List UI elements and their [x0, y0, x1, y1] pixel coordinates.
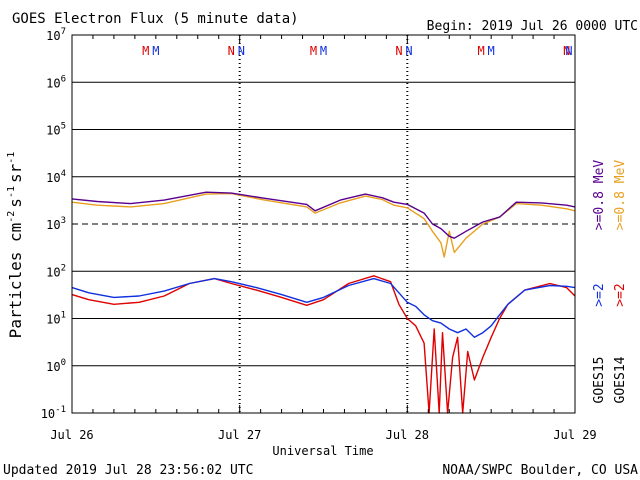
series-line-0: [71, 192, 576, 258]
series-line-3: [71, 277, 576, 338]
right-legend: >=0.8 MeV >=0.8 MeV >=2 >=2 GOES14 GOES15: [592, 160, 628, 404]
right-label: >=2: [613, 283, 628, 306]
y-tick-label: 106: [46, 74, 66, 90]
marker-label: M: [310, 44, 317, 58]
y-tick-label: 107: [46, 27, 66, 43]
right-label: GOES15: [592, 357, 607, 404]
marker-label: N: [563, 44, 570, 58]
x-axis-label: Universal Time: [272, 444, 373, 458]
right-label: >=0.8 MeV: [613, 160, 628, 231]
series-line-2: [71, 275, 576, 414]
marker-label: N: [395, 44, 402, 58]
footer-credit: NOAA/SWPC Boulder, CO USA: [442, 463, 638, 478]
right-label: GOES14: [613, 356, 628, 403]
grid-layer: [72, 35, 575, 413]
y-tick-label: 10-1: [41, 405, 66, 421]
series-line-1: [71, 191, 576, 239]
plot-frame: [71, 34, 576, 414]
marker-label: N: [238, 44, 245, 58]
marker-label: M: [477, 44, 484, 58]
right-label: >=0.8 MeV: [592, 160, 607, 231]
right-label: >=2: [592, 283, 607, 306]
marker-label: N: [228, 44, 235, 58]
y-tick-label: 104: [46, 169, 66, 185]
y-tick-label: 102: [46, 263, 66, 279]
y-axis-label: Particles cm-2s-1sr-1: [6, 152, 25, 339]
series-layer: [71, 191, 576, 414]
marker-label: M: [488, 44, 495, 58]
marker-label: M: [320, 44, 327, 58]
y-tick-label: 101: [46, 311, 66, 327]
begin-label: Begin: 2019 Jul 26 0000 UTC: [427, 19, 638, 34]
marker-label: N: [565, 44, 572, 58]
x-tick-label: Jul 28: [386, 428, 429, 442]
marker-label: M: [142, 44, 149, 58]
x-tick-label: Jul 27: [218, 428, 261, 442]
x-tick-label: Jul 29: [553, 428, 596, 442]
marker-label: N: [405, 44, 412, 58]
y-tick-label: 100: [46, 358, 66, 374]
marker-layer: M M N N M M N N M M NN: [142, 44, 572, 58]
footer-updated: Updated 2019 Jul 28 23:56:02 UTC: [3, 463, 253, 478]
marker-label: M: [152, 44, 159, 58]
axis-layer: 107 106 105 104 103 102 101 100 10-1 Jul 26 Jul 27…: [41, 27, 597, 442]
y-tick-label: 105: [46, 122, 66, 138]
x-tick-label: Jul 26: [50, 428, 93, 442]
y-tick-label: 103: [46, 216, 66, 232]
chart-title: GOES Electron Flux (5 minute data): [12, 11, 299, 27]
